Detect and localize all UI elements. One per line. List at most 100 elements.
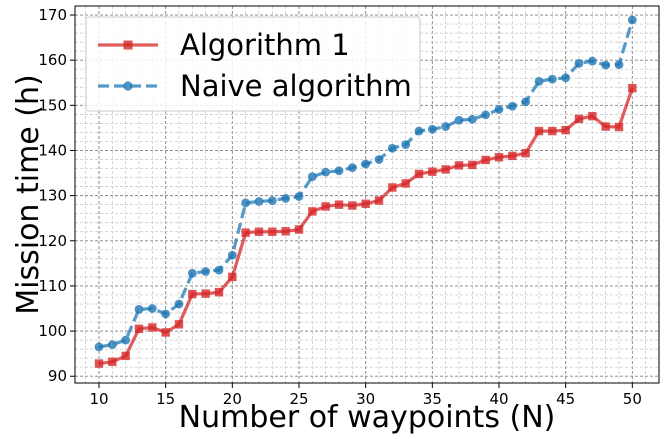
data-point-naive-algorithm [294,192,304,201]
data-point-naive-algorithm [467,114,477,124]
data-point-algorithm-1 [121,351,130,361]
data-point-algorithm-1 [254,227,264,236]
x-tick-label: 45 [556,390,575,408]
data-point-algorithm-1 [521,148,530,158]
legend-marker-algorithm-1 [123,40,133,50]
data-point-naive-algorithm [601,60,611,70]
data-point-naive-algorithm [627,15,637,25]
y-axis-title: Mission time (h) [11,74,46,314]
data-point-naive-algorithm [334,166,344,176]
data-point-naive-algorithm [107,340,117,350]
data-point-naive-algorithm [507,101,517,111]
data-point-algorithm-1 [228,272,237,282]
x-tick-label: 15 [156,390,175,408]
legend-marker-naive-algorithm [123,81,133,91]
data-point-naive-algorithm [587,56,597,66]
y-tick-label: 160 [38,51,67,69]
data-point-algorithm-1 [454,161,464,170]
data-point-naive-algorithm [267,196,277,205]
data-point-algorithm-1 [241,228,250,237]
data-point-naive-algorithm [534,77,544,86]
legend-label-algorithm-1: Algorithm 1 [180,28,350,62]
y-tick-label: 140 [38,141,67,159]
legend-label-naive-algorithm: Naive algorithm [180,69,412,103]
data-point-algorithm-1 [214,288,224,297]
data-point-algorithm-1 [308,207,317,216]
series-algorithm-1 [94,83,637,368]
data-point-algorithm-1 [548,126,557,136]
data-point-naive-algorithm [94,342,104,352]
data-point-algorithm-1 [374,196,384,205]
data-point-algorithm-1 [481,155,490,165]
data-point-algorithm-1 [561,125,570,135]
data-point-algorithm-1 [174,320,184,329]
data-point-naive-algorithm [281,193,291,203]
y-tick-label: 120 [38,232,67,250]
data-point-algorithm-1 [321,202,330,211]
data-point-naive-algorithm [441,122,451,131]
data-point-naive-algorithm [561,73,571,83]
data-point-naive-algorithm [614,60,624,70]
data-point-naive-algorithm [187,268,197,278]
data-point-algorithm-1 [614,122,624,132]
y-tick-label: 130 [38,187,67,205]
data-point-naive-algorithm [174,299,184,309]
data-point-naive-algorithm [321,167,331,177]
data-point-naive-algorithm [427,124,437,134]
series-layer [94,15,637,368]
y-tick-label: 150 [38,96,67,114]
data-point-algorithm-1 [108,357,117,366]
legend-box [85,16,421,112]
data-point-algorithm-1 [201,289,210,298]
y-tick-label: 100 [38,322,67,340]
data-point-naive-algorithm [307,172,317,182]
data-point-algorithm-1 [494,153,504,162]
data-point-algorithm-1 [294,225,304,234]
y-tick-label: 110 [38,277,67,295]
x-tick-label: 50 [623,390,642,408]
data-point-naive-algorithm [227,250,237,260]
data-point-algorithm-1 [148,323,157,332]
x-axis-title: Number of waypoints (N) [179,400,556,435]
x-tick-label: 20 [223,390,242,408]
data-point-algorithm-1 [468,160,477,170]
data-point-algorithm-1 [508,151,517,161]
data-point-algorithm-1 [601,122,610,131]
data-point-algorithm-1 [281,227,290,236]
data-point-algorithm-1 [361,199,370,208]
x-tick-label: 10 [89,390,108,408]
data-point-algorithm-1 [94,359,104,368]
x-tick-label: 40 [489,390,508,408]
data-point-naive-algorithm [547,74,557,84]
data-point-algorithm-1 [414,169,424,179]
x-tick-label: 35 [423,390,442,408]
data-point-naive-algorithm [361,159,371,169]
x-tick-label: 25 [289,390,308,408]
plot-frame [74,5,660,384]
data-point-naive-algorithm [347,163,357,173]
y-tick-label: 170 [38,6,67,24]
data-point-algorithm-1 [628,83,637,93]
data-point-naive-algorithm [254,197,264,206]
data-point-algorithm-1 [388,183,397,192]
data-point-algorithm-1 [534,126,544,136]
data-point-algorithm-1 [441,165,450,174]
data-point-algorithm-1 [268,227,277,236]
axis-ticks: 10 15 20 25 30 35 40 45 50 90 100 110 120 130 140 150 16… [38,6,642,408]
data-point-naive-algorithm [214,265,224,275]
data-point-algorithm-1 [588,111,597,121]
legend: Algorithm 1 Naive algorithm [85,16,421,112]
data-point-naive-algorithm [401,140,411,150]
data-point-naive-algorithm [481,110,491,120]
data-point-naive-algorithm [121,335,131,345]
data-point-algorithm-1 [428,167,437,176]
data-point-naive-algorithm [414,126,424,136]
data-point-algorithm-1 [401,179,410,188]
data-point-algorithm-1 [161,328,170,337]
data-point-naive-algorithm [241,198,251,208]
data-point-naive-algorithm [521,97,531,107]
data-point-algorithm-1 [574,114,584,124]
data-point-naive-algorithm [454,115,464,125]
data-point-algorithm-1 [188,289,197,299]
